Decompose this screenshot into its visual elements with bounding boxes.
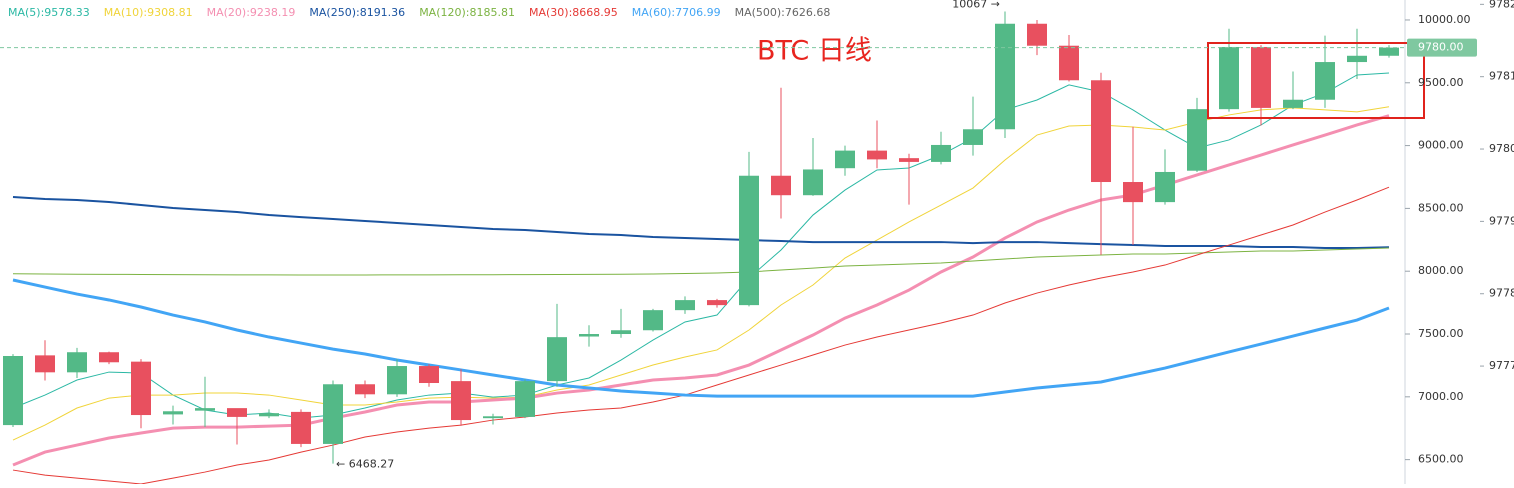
highlight-box (1207, 42, 1425, 119)
candle-body (195, 408, 215, 411)
chart-title: BTC 日线 (757, 36, 872, 67)
candle-body (771, 175, 791, 196)
y-tick-label: 9500.00 (1418, 76, 1464, 89)
last-price-box (1407, 38, 1477, 57)
candle-body (163, 411, 183, 415)
candle-body (1155, 171, 1175, 203)
plot-area (3, 11, 1399, 484)
y-tick-label: 10000.00 (1418, 13, 1471, 26)
candle-body (579, 334, 599, 337)
legend-entry: MA(120):8185.81 (419, 6, 515, 19)
y-tick-label: 9000.00 (1418, 139, 1464, 152)
candle-body (259, 413, 279, 417)
candle-body (739, 175, 759, 306)
candle-body (643, 310, 663, 331)
candle-body (323, 384, 343, 444)
candle-body (35, 355, 55, 373)
y-tick-label: 7000.00 (1418, 390, 1464, 403)
y-tick-label: 7500.00 (1418, 327, 1464, 340)
y2-tick-label: 9781 (1489, 70, 1514, 83)
candle-body (291, 411, 311, 444)
candle-body (131, 361, 151, 416)
candle-body (99, 352, 119, 363)
ma-line (12, 278, 1390, 398)
candle-body (707, 300, 727, 306)
y2-tick-label: 9782 (1489, 0, 1514, 10)
candle-body (1123, 182, 1143, 203)
candle-body (451, 381, 471, 421)
candle-body (387, 366, 407, 395)
candle-body (547, 337, 567, 382)
candle-body (835, 150, 855, 169)
candle-body (1315, 62, 1335, 100)
legend-entry: MA(5):9578.33 (8, 6, 90, 19)
candle-body (995, 23, 1015, 130)
y-tick-label: 6500.00 (1418, 453, 1464, 466)
candle-body (67, 352, 87, 373)
candle-body (483, 416, 503, 419)
y2-tick-label: 9777 (1489, 359, 1514, 372)
candle-body (867, 150, 887, 160)
candle-body (1347, 55, 1367, 63)
candle-body (1251, 46, 1271, 108)
ma-line (12, 247, 1390, 276)
candle-body (931, 144, 951, 162)
candle-body (515, 381, 535, 417)
ma-line (12, 186, 1390, 484)
legend-entry: MA(500):7626.68 (735, 6, 831, 19)
annotation: ← 6468.27 (336, 458, 394, 471)
candle-body (227, 408, 247, 417)
candle-body (611, 330, 631, 335)
candle-body (803, 169, 823, 196)
candle-body (1091, 80, 1111, 183)
legend-entry: MA(30):8668.95 (529, 6, 618, 19)
legend-entry: MA(20):9238.19 (207, 6, 296, 19)
candle-body (1283, 99, 1303, 108)
annotation: 10067 → (952, 0, 1000, 11)
legend-entry: MA(10):9308.81 (104, 6, 193, 19)
legend-entry: MA(250):8191.36 (309, 6, 405, 19)
y2-tick-label: 9778 (1489, 287, 1514, 300)
legend-entry: MA(60):7706.99 (632, 6, 721, 19)
y2-tick-label: 9780 (1489, 142, 1514, 155)
candle-body (1187, 109, 1207, 171)
candle-body (1379, 47, 1399, 56)
candle-body (899, 158, 919, 162)
ma-line (12, 106, 1390, 441)
y2-tick-label: 9779 (1489, 214, 1514, 227)
y-tick-label: 8000.00 (1418, 264, 1464, 277)
candle-body (419, 366, 439, 384)
candle-body (3, 355, 23, 426)
candle-body (675, 300, 695, 311)
ma-line (12, 195, 1390, 249)
candle-body (1059, 45, 1079, 81)
y-tick-label: 8500.00 (1418, 201, 1464, 214)
candle-body (1219, 46, 1239, 110)
candle-body (1027, 23, 1047, 46)
candle-body (963, 129, 983, 145)
last-price-label: 9780.00 (1418, 41, 1464, 54)
candle-body (355, 384, 375, 395)
